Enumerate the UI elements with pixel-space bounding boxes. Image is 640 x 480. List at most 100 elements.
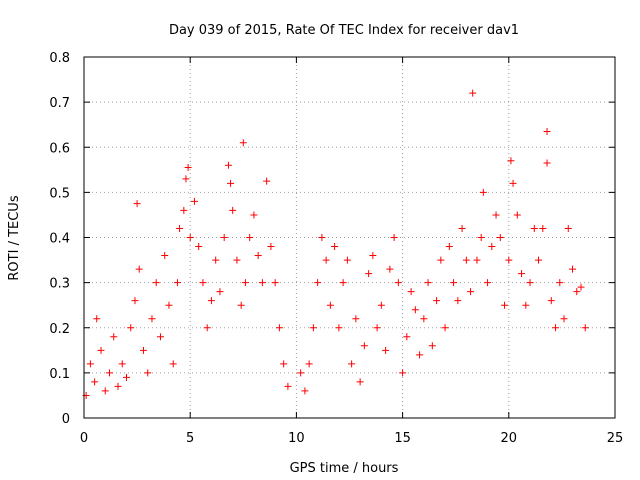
data-point <box>199 279 207 287</box>
data-point <box>271 279 279 287</box>
data-point <box>105 369 113 377</box>
x-tick-label: 10 <box>288 431 305 446</box>
data-point <box>114 382 122 390</box>
data-point <box>118 360 126 368</box>
data-point <box>212 256 220 264</box>
data-point <box>233 256 241 264</box>
data-point <box>394 279 402 287</box>
data-point <box>390 234 398 241</box>
data-point <box>169 360 177 368</box>
y-tick-label: 0 <box>62 412 70 427</box>
data-point <box>280 360 288 368</box>
data-point <box>275 324 283 332</box>
data-point <box>513 211 521 219</box>
data-point <box>309 324 317 332</box>
data-point <box>93 315 101 323</box>
data-point <box>339 279 347 287</box>
y-tick-label: 0.5 <box>49 186 70 201</box>
data-points <box>82 89 589 399</box>
data-point <box>224 161 232 169</box>
data-point <box>86 360 94 368</box>
data-point <box>207 297 215 305</box>
data-point <box>445 243 453 251</box>
data-point <box>535 256 543 264</box>
data-point <box>335 324 343 332</box>
data-point <box>343 256 351 264</box>
data-point <box>184 164 192 172</box>
data-point <box>492 211 500 219</box>
data-point <box>411 306 419 314</box>
data-point <box>203 324 211 332</box>
data-point <box>331 243 339 251</box>
data-point <box>564 224 572 232</box>
data-point <box>484 279 492 287</box>
data-point <box>305 360 313 368</box>
data-point <box>416 351 424 359</box>
y-tick-label: 0.4 <box>49 232 70 247</box>
data-point <box>407 288 415 296</box>
data-point <box>433 297 441 305</box>
data-point <box>97 346 105 354</box>
data-point <box>399 369 407 377</box>
y-tick-label: 0.6 <box>49 141 70 156</box>
y-axis-label: ROTI / TECUs <box>7 195 22 280</box>
data-point <box>182 175 190 183</box>
data-point <box>165 301 173 309</box>
data-point <box>250 211 258 219</box>
data-point <box>477 234 485 241</box>
data-point <box>458 224 466 232</box>
x-tick-label: 25 <box>607 431 624 446</box>
data-point <box>195 243 203 251</box>
data-point <box>496 234 504 241</box>
data-point <box>101 387 109 395</box>
x-axis-label: GPS time / hours <box>290 461 399 476</box>
data-point <box>543 159 551 167</box>
data-point <box>386 265 394 273</box>
data-point <box>180 206 188 214</box>
y-tick-label: 0.7 <box>49 96 70 111</box>
y-tick-label: 0.8 <box>49 51 70 66</box>
data-point <box>131 297 139 305</box>
y-tick-label: 0.2 <box>49 322 70 337</box>
data-point <box>420 315 428 323</box>
data-point <box>301 387 309 395</box>
data-point <box>454 297 462 305</box>
data-point <box>173 279 181 287</box>
data-point <box>229 206 237 214</box>
data-point <box>356 378 364 386</box>
data-point <box>369 252 377 260</box>
data-point <box>581 324 589 332</box>
data-point <box>518 270 526 278</box>
data-point <box>239 139 247 147</box>
data-point <box>509 179 517 187</box>
data-point <box>473 256 481 264</box>
data-point <box>573 288 581 296</box>
data-point <box>437 256 445 264</box>
data-point <box>560 315 568 323</box>
data-point <box>365 270 373 278</box>
data-point <box>428 342 436 350</box>
data-point <box>569 265 577 273</box>
data-point <box>246 234 254 241</box>
data-point <box>216 288 224 296</box>
data-point <box>258 279 266 287</box>
data-point <box>556 279 564 287</box>
data-point <box>190 197 198 205</box>
data-point <box>267 243 275 251</box>
data-point <box>377 301 385 309</box>
data-point <box>318 234 326 241</box>
data-point <box>237 301 245 309</box>
data-point <box>441 324 449 332</box>
data-point <box>220 234 228 241</box>
data-point <box>263 177 271 185</box>
data-point <box>403 333 411 341</box>
data-point <box>91 378 99 386</box>
data-point <box>505 256 513 264</box>
data-point <box>373 324 381 332</box>
data-point <box>156 333 164 341</box>
x-tick-label: 0 <box>80 431 88 446</box>
data-point <box>314 279 322 287</box>
data-point <box>284 382 292 390</box>
data-point <box>326 301 334 309</box>
